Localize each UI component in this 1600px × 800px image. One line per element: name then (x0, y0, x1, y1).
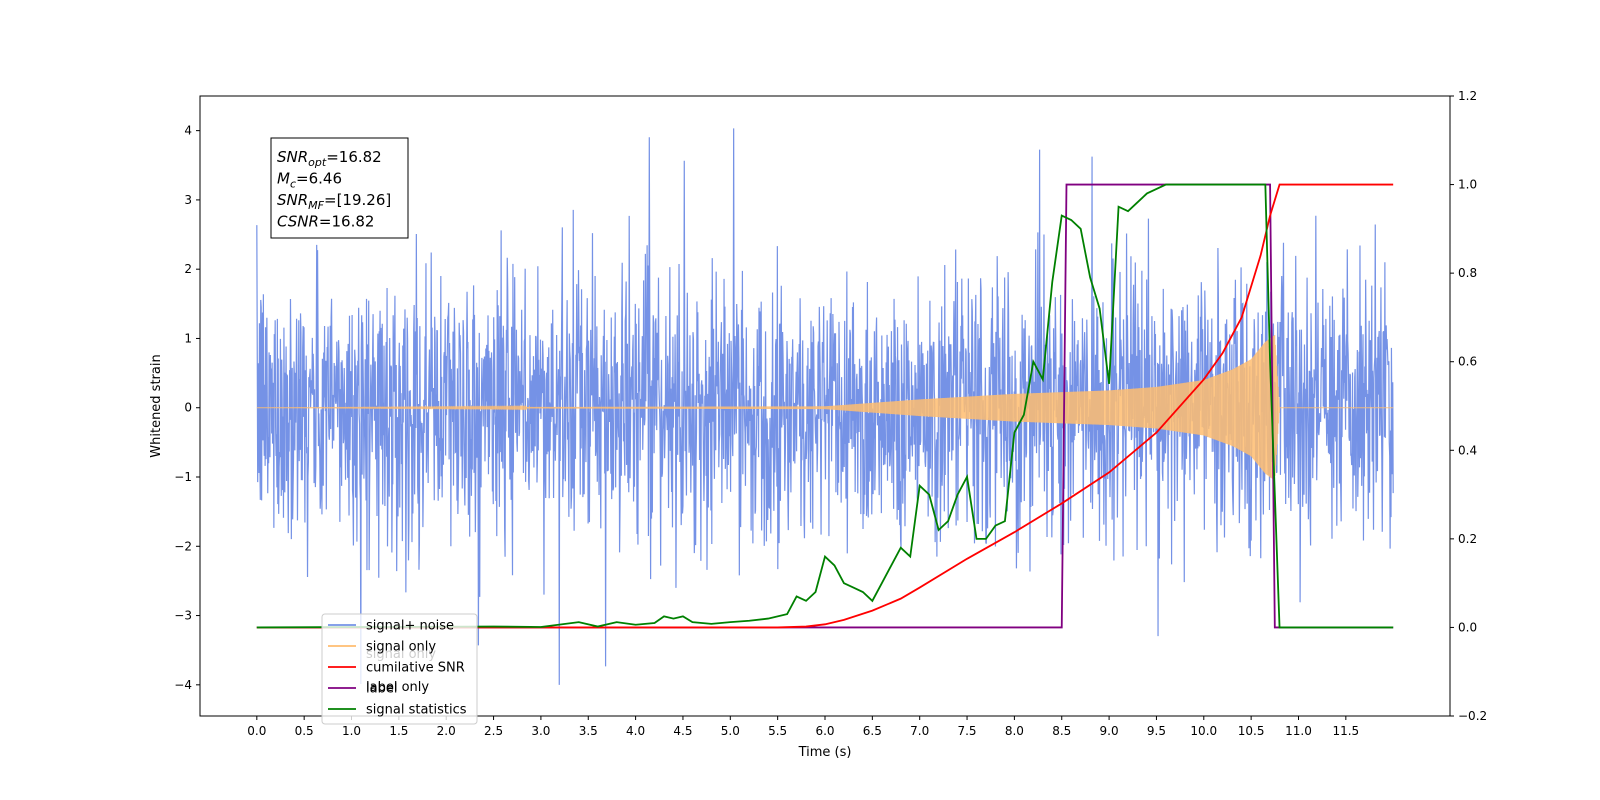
x-tick-label: 3.0 (531, 724, 550, 738)
x-axis: 0.0 0.5 1.0 1.5 2.0 2.5 3.0 3.5 4.0 4.5 5.0 5.5 6.0 6… (247, 716, 1359, 738)
x-tick-label: 6.5 (863, 724, 882, 738)
x-tick-label: 1.0 (342, 724, 361, 738)
y-axis-right: −0.2 0.0 0.2 0.4 0.6 0.8 1.0 1.2 (1450, 89, 1487, 723)
x-tick-label: 0.0 (247, 724, 266, 738)
x-tick-label: 4.0 (626, 724, 645, 738)
y2-tick-label: 1.0 (1458, 178, 1477, 192)
y-tick-label: 3 (184, 193, 192, 207)
x-tick-label: 4.5 (673, 724, 692, 738)
legend-label: signal statistics (366, 703, 467, 718)
x-tick-label: 2.5 (484, 724, 503, 738)
legend-label: signal+ noise (366, 619, 454, 634)
x-tick-label: 1.5 (389, 724, 408, 738)
x-tick-label: 11.5 (1332, 724, 1359, 738)
x-tick-label: 0.5 (295, 724, 314, 738)
y-tick-label: −4 (174, 678, 192, 692)
series-signal-statistics-line (256, 183, 1394, 629)
plot-area (256, 128, 1394, 685)
legend-label: cumilative SNR (366, 661, 465, 676)
x-tick-label: 8.5 (1052, 724, 1071, 738)
annotation-box: SNRopt=16.82Mc=6.46SNRMF=[19.26]CSNR=16.… (270, 137, 409, 239)
annotation-line: Mc=6.46 (277, 170, 342, 191)
y-tick-label: 2 (184, 262, 192, 276)
x-tick-label: 10.0 (1190, 724, 1217, 738)
y-axis-left: −4 −3 −2 −1 0 1 2 3 4 (174, 124, 200, 692)
y-tick-label: 0 (184, 401, 192, 415)
series-signal-only-line (256, 335, 1394, 481)
legend: signal only label only signal+ noise signal… (321, 613, 478, 725)
legend-ghost-label: label only (366, 680, 429, 695)
y2-tick-label: 0.6 (1458, 355, 1477, 369)
y2-tick-label: −0.2 (1458, 709, 1487, 723)
x-tick-label: 7.5 (957, 724, 976, 738)
x-tick-label: 6.0 (815, 724, 834, 738)
x-tick-label: 5.5 (768, 724, 787, 738)
y2-tick-label: 0.2 (1458, 532, 1477, 546)
x-tick-label: 5.0 (721, 724, 740, 738)
annotation-frame (270, 137, 409, 239)
y2-tick-label: 0.8 (1458, 266, 1477, 280)
x-tick-label: 9.0 (1100, 724, 1119, 738)
annotation-line: SNRMF=[19.26] (277, 191, 391, 212)
annotation-line: CSNR=16.82 (277, 213, 374, 231)
x-tick-label: 11.0 (1285, 724, 1312, 738)
legend-label: signal only (366, 640, 436, 655)
x-tick-label: 7.0 (910, 724, 929, 738)
y-tick-label: −3 (174, 609, 192, 623)
legend-frame (321, 613, 478, 725)
y-tick-label: −1 (174, 470, 192, 484)
y-axis-label: Whitened strain (149, 354, 164, 457)
annotation-line: SNRopt=16.82 (277, 148, 382, 169)
y-tick-label: 4 (184, 124, 192, 138)
y2-tick-label: 0.4 (1458, 443, 1477, 457)
x-tick-label: 3.5 (579, 724, 598, 738)
y2-tick-label: 1.2 (1458, 89, 1477, 103)
y-tick-label: −2 (174, 539, 192, 553)
x-axis-label: Time (s) (798, 745, 852, 760)
x-tick-label: 2.0 (437, 724, 456, 738)
x-tick-label: 9.5 (1147, 724, 1166, 738)
x-tick-label: 10.5 (1238, 724, 1265, 738)
y2-tick-label: 0.0 (1458, 620, 1477, 634)
y-tick-label: 1 (184, 331, 192, 345)
legend-label: label (366, 682, 397, 697)
x-tick-label: 8.0 (1005, 724, 1024, 738)
